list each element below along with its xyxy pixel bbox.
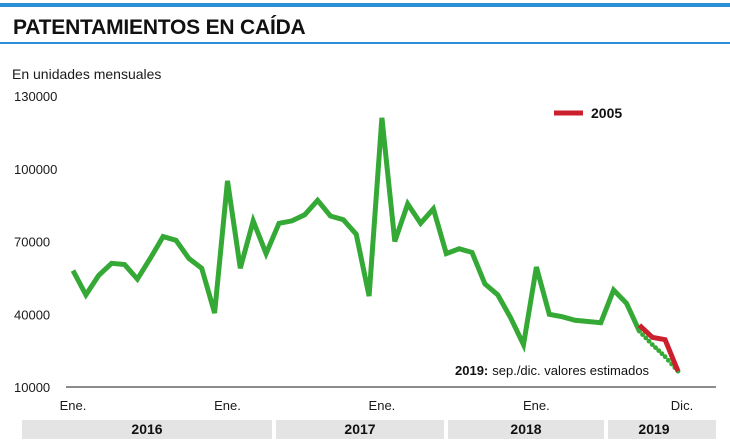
y-axis-ticks: 130000 100000 70000 40000 10000 bbox=[14, 89, 57, 395]
year-label-2019: 2019 bbox=[638, 421, 669, 437]
estimated-dot bbox=[662, 354, 668, 360]
estimated-dot bbox=[640, 332, 645, 337]
estimated-dot bbox=[665, 357, 671, 363]
chart-legend: 2005 bbox=[554, 105, 622, 121]
x-axis-ticks: Ene. Ene. Ene. Ene. Dic. bbox=[60, 398, 694, 413]
year-band-2019 bbox=[608, 420, 716, 439]
title-bar: PATENTAMIENTOS EN CAÍDA bbox=[0, 14, 730, 44]
estimated-dot bbox=[637, 328, 642, 334]
series-line-2005 bbox=[637, 323, 681, 373]
chart-subtitle: En unidades mensuales bbox=[12, 66, 162, 82]
year-band-2018 bbox=[448, 420, 604, 439]
year-label-2016: 2016 bbox=[131, 421, 162, 437]
estimated-dot bbox=[646, 338, 652, 344]
x-tick-label: Ene. bbox=[369, 398, 396, 413]
year-band-2017 bbox=[276, 420, 444, 439]
chart-title: PATENTAMIENTOS EN CAÍDA bbox=[13, 16, 306, 39]
x-tick-label: Ene. bbox=[60, 398, 87, 413]
estimated-dot bbox=[649, 342, 655, 347]
annotation-text: 2019: sep./dic. valores estimados bbox=[455, 363, 650, 378]
y-tick-label: 100000 bbox=[14, 162, 57, 177]
y-tick-label: 70000 bbox=[14, 235, 50, 250]
series-layer bbox=[70, 117, 681, 374]
estimated-dot bbox=[656, 348, 662, 353]
estimated-dot bbox=[659, 351, 665, 357]
year-label-2018: 2018 bbox=[510, 421, 541, 437]
y-tick-label: 40000 bbox=[14, 307, 50, 322]
year-label-2017: 2017 bbox=[344, 421, 375, 437]
estimate-annotation: 2019: sep./dic. valores estimados bbox=[455, 363, 650, 378]
annotation-bold: 2019: bbox=[455, 363, 488, 378]
y-tick-label: 130000 bbox=[14, 89, 57, 104]
estimated-dot bbox=[653, 345, 658, 350]
series-line-main bbox=[70, 117, 642, 353]
x-tick-label: Ene. bbox=[523, 398, 550, 413]
top-accent-rule bbox=[0, 3, 730, 7]
x-tick-label: Dic. bbox=[671, 398, 693, 413]
estimated-dot bbox=[643, 335, 649, 341]
year-band-group: 2016 2017 2018 2019 bbox=[22, 420, 716, 439]
y-tick-label: 10000 bbox=[14, 380, 50, 395]
year-band-2016 bbox=[22, 420, 272, 439]
legend-label-2005: 2005 bbox=[591, 105, 622, 121]
x-tick-label: Ene. bbox=[214, 398, 241, 413]
annotation-normal: sep./dic. valores estimados bbox=[492, 363, 649, 378]
